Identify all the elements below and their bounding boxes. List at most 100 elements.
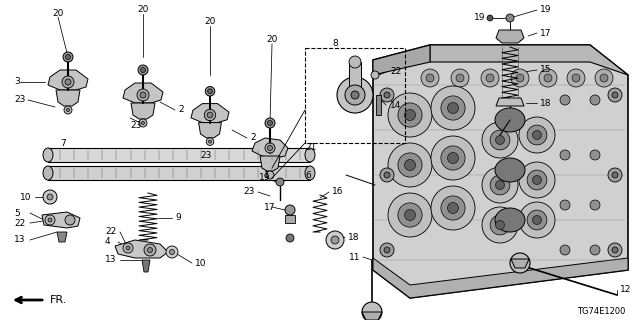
Circle shape xyxy=(495,180,504,189)
Circle shape xyxy=(206,138,214,145)
Circle shape xyxy=(495,135,504,145)
Polygon shape xyxy=(260,156,280,171)
Circle shape xyxy=(447,102,458,114)
Circle shape xyxy=(286,234,294,242)
Circle shape xyxy=(141,68,145,73)
Circle shape xyxy=(431,186,475,230)
Circle shape xyxy=(351,91,359,99)
Circle shape xyxy=(608,243,622,257)
Circle shape xyxy=(482,167,518,203)
Circle shape xyxy=(166,246,178,258)
Text: 23: 23 xyxy=(200,150,211,159)
Text: 22: 22 xyxy=(105,228,116,236)
Circle shape xyxy=(482,122,518,158)
Circle shape xyxy=(567,69,585,87)
Circle shape xyxy=(532,215,541,225)
Text: 13: 13 xyxy=(14,236,26,244)
Circle shape xyxy=(398,103,422,127)
Polygon shape xyxy=(373,258,628,298)
Circle shape xyxy=(431,136,475,180)
Text: 5: 5 xyxy=(14,209,20,218)
Text: 12: 12 xyxy=(620,285,632,294)
Circle shape xyxy=(141,122,145,124)
Circle shape xyxy=(398,153,422,177)
Circle shape xyxy=(388,93,432,137)
Circle shape xyxy=(64,106,72,114)
Circle shape xyxy=(539,69,557,87)
Circle shape xyxy=(43,190,57,204)
Circle shape xyxy=(590,245,600,255)
Circle shape xyxy=(532,131,541,140)
Circle shape xyxy=(209,140,211,143)
Circle shape xyxy=(612,247,618,253)
Circle shape xyxy=(527,125,547,145)
Circle shape xyxy=(268,121,273,125)
Circle shape xyxy=(331,236,339,244)
Circle shape xyxy=(441,196,465,220)
Circle shape xyxy=(441,96,465,120)
Circle shape xyxy=(490,175,510,195)
Text: 2: 2 xyxy=(178,106,184,115)
Circle shape xyxy=(600,74,608,82)
Circle shape xyxy=(532,175,541,185)
Polygon shape xyxy=(48,166,310,180)
Ellipse shape xyxy=(305,148,315,162)
Polygon shape xyxy=(56,90,80,106)
Circle shape xyxy=(519,117,555,153)
Circle shape xyxy=(560,245,570,255)
Circle shape xyxy=(519,202,555,238)
Circle shape xyxy=(447,203,458,213)
Text: 16: 16 xyxy=(332,188,344,196)
Polygon shape xyxy=(373,45,628,298)
Text: 15: 15 xyxy=(540,66,552,75)
Circle shape xyxy=(421,69,439,87)
Polygon shape xyxy=(48,148,310,162)
Text: 17: 17 xyxy=(264,203,275,212)
Circle shape xyxy=(207,112,213,118)
Text: 19: 19 xyxy=(474,13,485,22)
Circle shape xyxy=(495,220,504,229)
Text: 3: 3 xyxy=(14,77,20,86)
Circle shape xyxy=(608,88,622,102)
Circle shape xyxy=(384,172,390,178)
Circle shape xyxy=(490,215,510,235)
Text: 23: 23 xyxy=(130,121,141,130)
Bar xyxy=(285,215,295,223)
Text: 20: 20 xyxy=(204,18,216,27)
Polygon shape xyxy=(42,212,80,228)
Circle shape xyxy=(595,69,613,87)
Circle shape xyxy=(345,85,365,105)
Text: 18: 18 xyxy=(540,99,552,108)
Circle shape xyxy=(590,200,600,210)
Circle shape xyxy=(337,77,373,113)
Circle shape xyxy=(62,76,74,88)
Text: 19: 19 xyxy=(259,173,270,182)
Circle shape xyxy=(560,95,570,105)
Circle shape xyxy=(349,56,361,68)
Circle shape xyxy=(268,146,273,150)
Circle shape xyxy=(612,92,618,98)
Circle shape xyxy=(527,170,547,190)
Text: 7: 7 xyxy=(60,139,66,148)
Text: 21: 21 xyxy=(305,143,316,153)
Circle shape xyxy=(67,108,70,111)
Circle shape xyxy=(47,194,53,200)
Bar xyxy=(376,95,381,115)
Text: 20: 20 xyxy=(52,9,64,18)
Circle shape xyxy=(404,210,415,220)
Text: 10: 10 xyxy=(195,259,207,268)
Circle shape xyxy=(326,231,344,249)
Polygon shape xyxy=(191,104,229,123)
Circle shape xyxy=(519,162,555,198)
Circle shape xyxy=(404,109,415,121)
Polygon shape xyxy=(198,123,221,138)
Polygon shape xyxy=(142,260,150,272)
Circle shape xyxy=(511,69,529,87)
Circle shape xyxy=(560,150,570,160)
Circle shape xyxy=(48,218,52,222)
Circle shape xyxy=(123,243,133,253)
Ellipse shape xyxy=(305,166,315,180)
Text: 23: 23 xyxy=(14,95,26,105)
Polygon shape xyxy=(430,45,628,75)
Circle shape xyxy=(380,243,394,257)
